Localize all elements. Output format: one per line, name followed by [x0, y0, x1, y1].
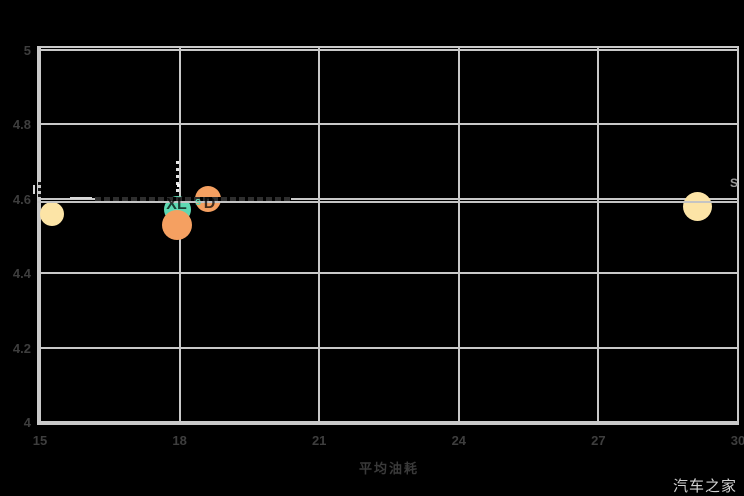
gridline-horizontal: [37, 197, 739, 200]
gridline-vertical: [318, 46, 321, 425]
y-tick-label: 5: [23, 43, 31, 58]
vertical-dot-artifact: [177, 184, 180, 187]
bubble-label-fragment: XL: [166, 195, 187, 213]
watermark: 汽车之家: [672, 478, 737, 495]
label-smudge-light: [70, 197, 92, 199]
gridline-horizontal: [37, 123, 739, 126]
x-tick-label: 24: [451, 433, 467, 448]
y-tick-label: 4.2: [12, 340, 31, 356]
bubble-label-fragment: D: [203, 195, 216, 212]
y-tick-label: 4: [23, 415, 31, 430]
gridline-horizontal: [37, 346, 739, 349]
y-tick-label: 4.4: [12, 266, 31, 282]
x-tick-label: 21: [311, 433, 327, 448]
bubble[interactable]: [162, 209, 193, 240]
x-tick-label: 15: [32, 433, 48, 448]
y-tick-label: 4.6: [12, 191, 31, 207]
bubble[interactable]: [683, 191, 713, 221]
gridline-vertical: [39, 46, 41, 425]
gridline-vertical: [597, 46, 600, 425]
gridline-horizontal: [37, 421, 739, 423]
x-tick-label: 30: [730, 433, 744, 448]
label-smudge-row: [95, 197, 291, 201]
bubble-label-fragment: S: [729, 176, 739, 190]
gridline-vertical: [457, 46, 460, 425]
bubble[interactable]: [39, 201, 64, 226]
gridline-horizontal: [37, 49, 739, 51]
vertical-dash-artifact: [176, 161, 179, 195]
x-axis-title: 平均油耗: [358, 461, 420, 476]
bubble-label-fragment: s: [194, 196, 202, 208]
gridline-horizontal: [37, 272, 739, 275]
x-tick-label: 18: [172, 433, 187, 448]
left-light-dash: [33, 185, 35, 194]
y-tick-label: 4.8: [12, 117, 31, 133]
plot-border: [37, 46, 739, 425]
reference-line: [37, 201, 739, 203]
left-border-dark-marks: [38, 182, 41, 199]
x-tick-label: 27: [591, 433, 606, 448]
